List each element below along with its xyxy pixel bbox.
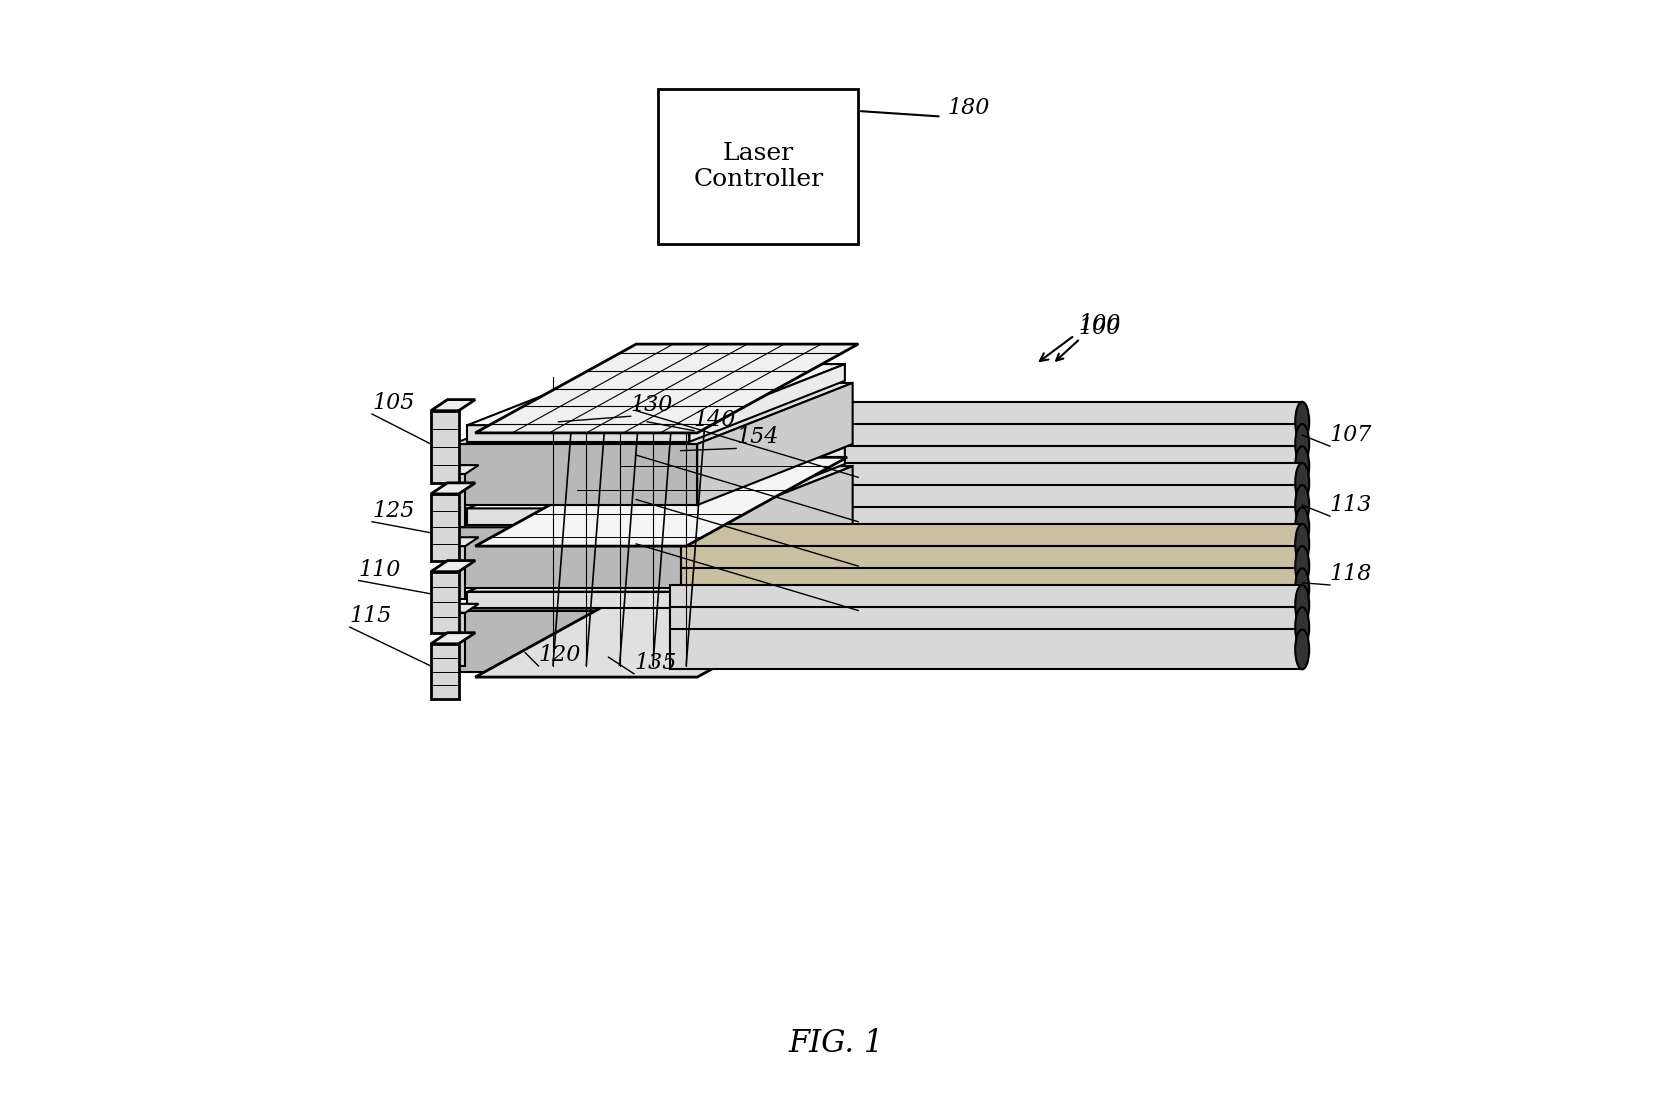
Ellipse shape: [1296, 607, 1309, 647]
Ellipse shape: [1296, 507, 1309, 547]
Text: 154: 154: [736, 426, 779, 448]
Polygon shape: [468, 447, 844, 508]
Polygon shape: [697, 466, 853, 588]
Polygon shape: [453, 549, 853, 611]
Ellipse shape: [1296, 585, 1309, 625]
Polygon shape: [453, 444, 697, 505]
Polygon shape: [453, 383, 853, 444]
Text: 100: 100: [1078, 313, 1120, 335]
Text: 125: 125: [371, 500, 415, 522]
Polygon shape: [431, 400, 475, 411]
Text: 107: 107: [1329, 424, 1373, 446]
Ellipse shape: [1296, 485, 1309, 525]
Polygon shape: [681, 546, 1302, 586]
Polygon shape: [689, 447, 844, 525]
Polygon shape: [445, 537, 478, 546]
Polygon shape: [453, 527, 697, 588]
Ellipse shape: [1296, 402, 1309, 442]
Polygon shape: [431, 561, 475, 572]
Bar: [445, 613, 465, 666]
FancyBboxPatch shape: [659, 89, 858, 244]
Text: FIG. 1: FIG. 1: [789, 1028, 883, 1059]
Ellipse shape: [1296, 629, 1309, 669]
Bar: [431, 644, 458, 699]
Polygon shape: [453, 466, 853, 527]
Text: 180: 180: [946, 97, 990, 119]
Polygon shape: [692, 463, 1302, 503]
Ellipse shape: [1296, 424, 1309, 464]
Polygon shape: [475, 344, 858, 433]
Polygon shape: [445, 465, 478, 474]
Polygon shape: [468, 592, 689, 608]
Polygon shape: [669, 585, 1302, 625]
Polygon shape: [431, 483, 475, 494]
Text: 135: 135: [634, 652, 677, 674]
Ellipse shape: [1296, 524, 1309, 564]
Text: Laser
Controller: Laser Controller: [694, 142, 823, 191]
Text: 100: 100: [1078, 316, 1120, 339]
Polygon shape: [453, 610, 697, 672]
Text: 113: 113: [1329, 494, 1373, 516]
Bar: [431, 411, 458, 483]
Polygon shape: [681, 524, 1302, 564]
Ellipse shape: [1296, 546, 1309, 586]
Polygon shape: [697, 549, 853, 672]
Polygon shape: [689, 364, 844, 442]
Polygon shape: [669, 629, 1302, 669]
Text: 140: 140: [694, 408, 736, 431]
Polygon shape: [468, 508, 689, 525]
Polygon shape: [475, 588, 858, 677]
Bar: [431, 494, 458, 561]
Ellipse shape: [1296, 463, 1309, 503]
Bar: [431, 572, 458, 633]
Polygon shape: [692, 507, 1302, 547]
Polygon shape: [702, 446, 1302, 486]
Text: 110: 110: [359, 558, 401, 581]
Polygon shape: [692, 485, 1302, 525]
Polygon shape: [702, 424, 1302, 464]
Polygon shape: [431, 633, 475, 644]
Text: 115: 115: [349, 605, 393, 627]
Bar: [445, 546, 465, 599]
Polygon shape: [468, 531, 844, 592]
Polygon shape: [702, 402, 1302, 442]
Polygon shape: [697, 383, 853, 505]
Ellipse shape: [1296, 568, 1309, 608]
Text: 118: 118: [1329, 563, 1373, 585]
Polygon shape: [669, 607, 1302, 647]
Polygon shape: [445, 604, 478, 613]
Ellipse shape: [1296, 446, 1309, 486]
Text: 105: 105: [371, 392, 415, 414]
Polygon shape: [468, 364, 844, 425]
Polygon shape: [475, 457, 848, 546]
Polygon shape: [681, 568, 1302, 608]
Polygon shape: [689, 531, 844, 608]
Text: 120: 120: [538, 644, 580, 666]
Polygon shape: [468, 425, 689, 442]
Bar: [445, 474, 465, 527]
Text: 130: 130: [630, 394, 674, 416]
